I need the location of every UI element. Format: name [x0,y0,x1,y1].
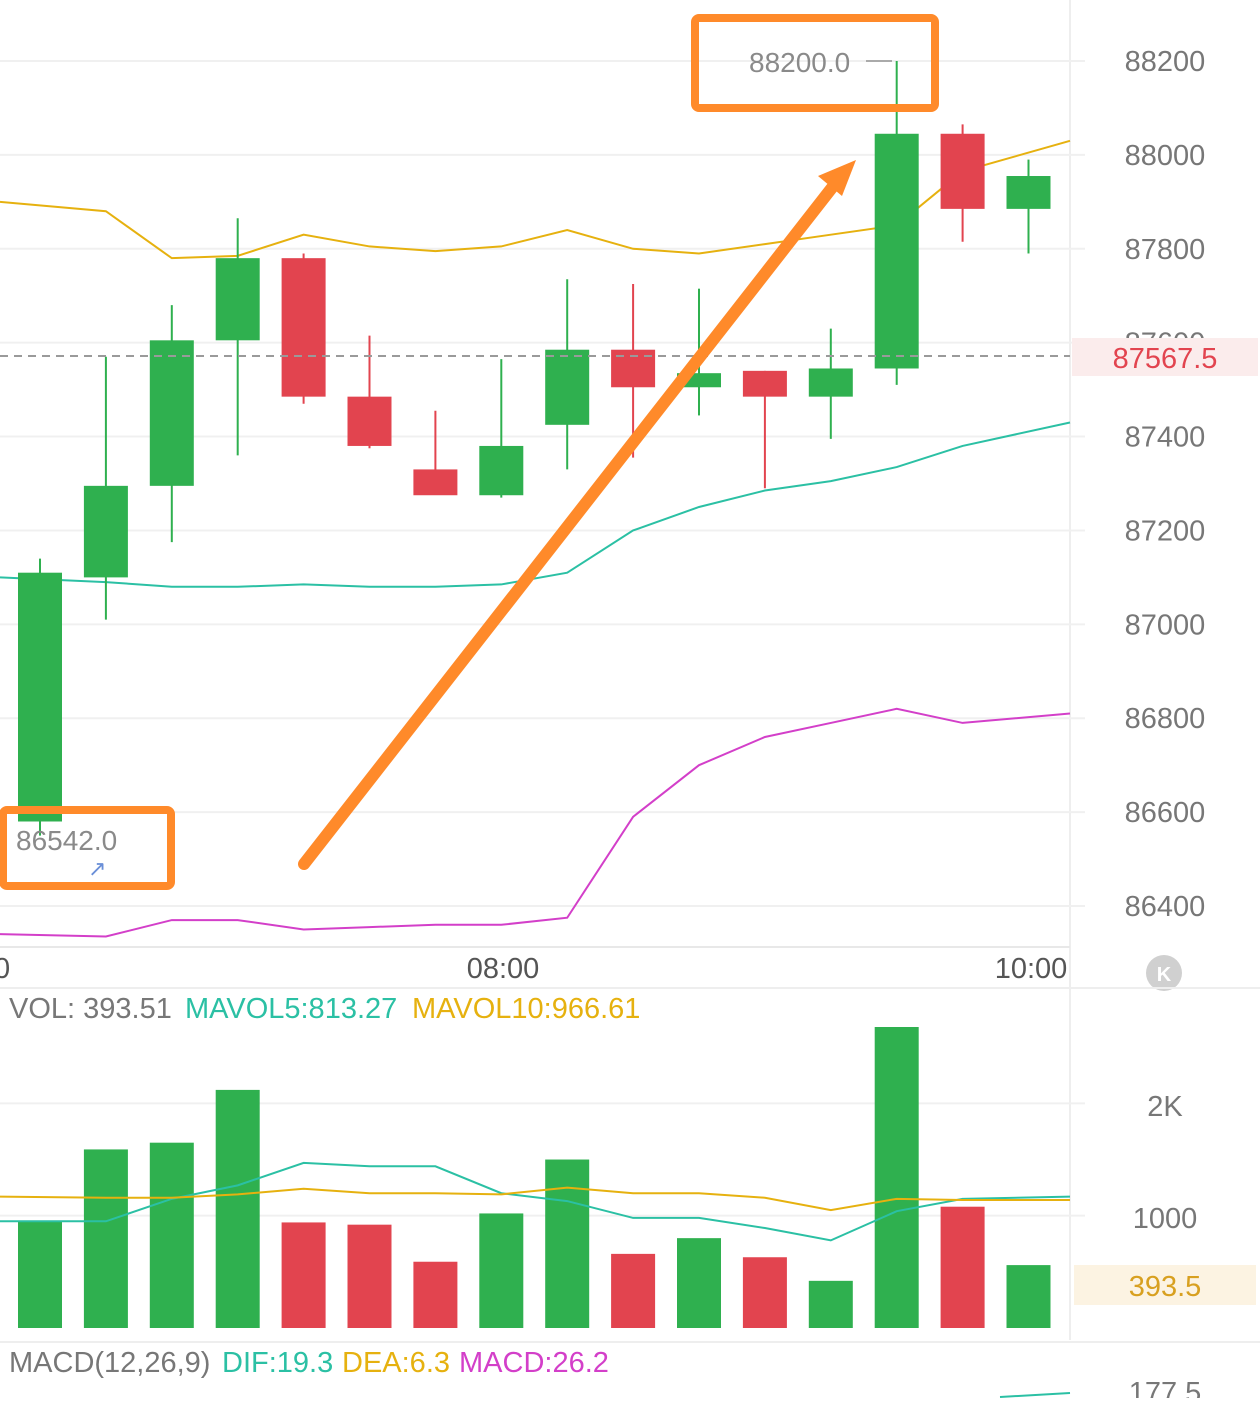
macd-tick-label: 177.5 [1129,1377,1202,1398]
candle-body[interactable] [1006,176,1051,209]
vol-current-label: 393.5 [1129,1271,1202,1303]
volume-bar[interactable] [18,1221,62,1328]
vol-current-tag-bg [1074,1265,1256,1305]
current-price-label: 87567.5 [1113,343,1218,375]
high-marker-label: 88200.0 [749,47,850,78]
price-tick-label: 87400 [1125,422,1206,454]
candle-body[interactable] [545,349,590,425]
volume-bar[interactable] [742,1257,787,1328]
vol-legend-mavol5: MAVOL5:813.27 [185,993,397,1025]
mavol5-line [0,1161,1071,1242]
time-tick-2: 10:00 [995,953,1068,985]
volume-bar[interactable] [83,1149,128,1328]
volume-bar[interactable] [347,1224,392,1328]
svg-text:K: K [1157,964,1172,986]
volume-bar[interactable] [545,1159,590,1328]
candle-body[interactable] [479,445,524,496]
macd-legend-name: MACD(12,26,9) [9,1347,210,1379]
candle-body[interactable] [347,396,392,446]
low-marker-box [0,806,175,890]
candle-body[interactable] [742,370,787,397]
price-tick-label: 86600 [1125,797,1206,829]
candle-body[interactable] [281,258,326,397]
time-tick-1: 08:00 [467,953,540,985]
vol-tick-2k: 2K [1147,1091,1183,1123]
low-marker-label: 86542.0 [16,825,117,856]
macd-legend-dif: DIF:19.3 [222,1347,333,1379]
volume-bar[interactable] [413,1261,458,1328]
price-tick-label: 87000 [1125,609,1206,641]
volume-bar[interactable] [940,1206,985,1328]
vol-legend-vol: VOL: 393.51 [9,993,172,1025]
mavol10-line [0,1186,1070,1212]
candle-body[interactable] [874,133,919,369]
candle-body[interactable] [18,572,62,822]
price-tick-label: 88000 [1125,140,1206,172]
volume-bar[interactable] [874,1027,919,1328]
volume-bar[interactable] [281,1222,326,1328]
price-tick-label: 88200 [1125,46,1206,78]
candle-body[interactable] [83,485,128,578]
candle-body[interactable] [940,133,985,209]
trend-arrow [298,174,844,870]
high-marker-box [691,14,939,112]
candle-body[interactable] [808,368,853,397]
low-marker-arrow-icon: ↗ [88,856,106,881]
candle-body[interactable] [149,340,194,486]
price-tick-label: 87800 [1125,234,1206,266]
price-tick-label: 86800 [1125,703,1206,735]
macd-legend-macd: MACD:26.2 [459,1347,609,1379]
time-tick-0: 0 [0,953,10,985]
volume-bar[interactable] [1006,1265,1051,1328]
trend-arrow-head [818,160,856,196]
kline-toggle-icon[interactable] [1146,955,1182,991]
volume-bar[interactable] [808,1280,853,1328]
vol-tick-1000: 1000 [1133,1203,1198,1235]
volume-bar[interactable] [611,1253,656,1328]
volume-bar[interactable] [149,1142,194,1328]
boll-upper-line [0,139,1071,260]
current-price-tag-bg [1072,338,1258,376]
volume-bar[interactable] [677,1238,721,1328]
volume-bar[interactable] [215,1089,260,1328]
candle-body[interactable] [215,258,260,341]
price-tick-label: 86400 [1125,891,1206,923]
macd-dif-line [999,1392,1071,1398]
price-tick-label: 87200 [1125,515,1206,547]
candle-body[interactable] [413,469,458,496]
boll-lower-line [0,707,1071,938]
macd-legend-dea: DEA:6.3 [342,1347,450,1379]
volume-bar[interactable] [479,1213,524,1328]
vol-legend-mavol10: MAVOL10:966.61 [412,993,640,1025]
